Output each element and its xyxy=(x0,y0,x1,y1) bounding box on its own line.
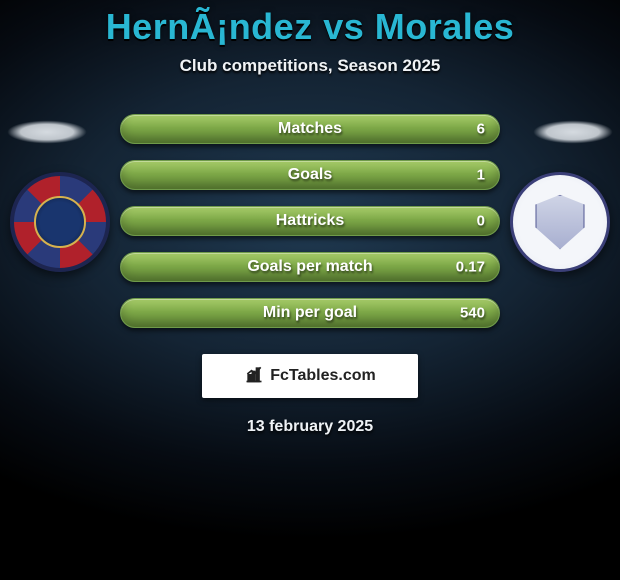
chart-icon xyxy=(244,364,264,389)
brand-text: FcTables.com xyxy=(270,367,376,385)
player-left xyxy=(0,116,120,272)
stat-value-right: 540 xyxy=(460,305,485,322)
stat-row: Min per goal 540 xyxy=(120,298,500,328)
brand-box: FcTables.com xyxy=(202,354,418,398)
player-right xyxy=(500,116,620,272)
page-subtitle: Club competitions, Season 2025 xyxy=(0,56,620,76)
stat-value-right: 0.17 xyxy=(456,259,485,276)
stat-value-right: 0 xyxy=(477,213,485,230)
club-crest-left xyxy=(10,172,110,272)
avatar-shadow-right xyxy=(518,116,620,148)
stat-label: Matches xyxy=(278,120,342,138)
club-crest-right xyxy=(510,172,610,272)
stat-row: Matches 6 xyxy=(120,114,500,144)
stat-row: Goals per match 0.17 xyxy=(120,252,500,282)
stat-label: Min per goal xyxy=(263,304,357,322)
stat-label: Goals xyxy=(288,166,332,184)
stat-row: Goals 1 xyxy=(120,160,500,190)
page-title: HernÃ¡ndez vs Morales xyxy=(0,0,620,48)
infographic-stage: HernÃ¡ndez vs Morales Club competitions,… xyxy=(0,0,620,580)
stat-row: Hattricks 0 xyxy=(120,206,500,236)
stat-label: Hattricks xyxy=(276,212,344,230)
footer-date: 13 february 2025 xyxy=(0,418,620,436)
avatar-shadow-left xyxy=(0,116,102,148)
stats-list: Matches 6 Goals 1 Hattricks 0 Goals per … xyxy=(120,114,500,328)
stat-value-right: 6 xyxy=(477,121,485,138)
stat-label: Goals per match xyxy=(247,258,372,276)
stat-value-right: 1 xyxy=(477,167,485,184)
